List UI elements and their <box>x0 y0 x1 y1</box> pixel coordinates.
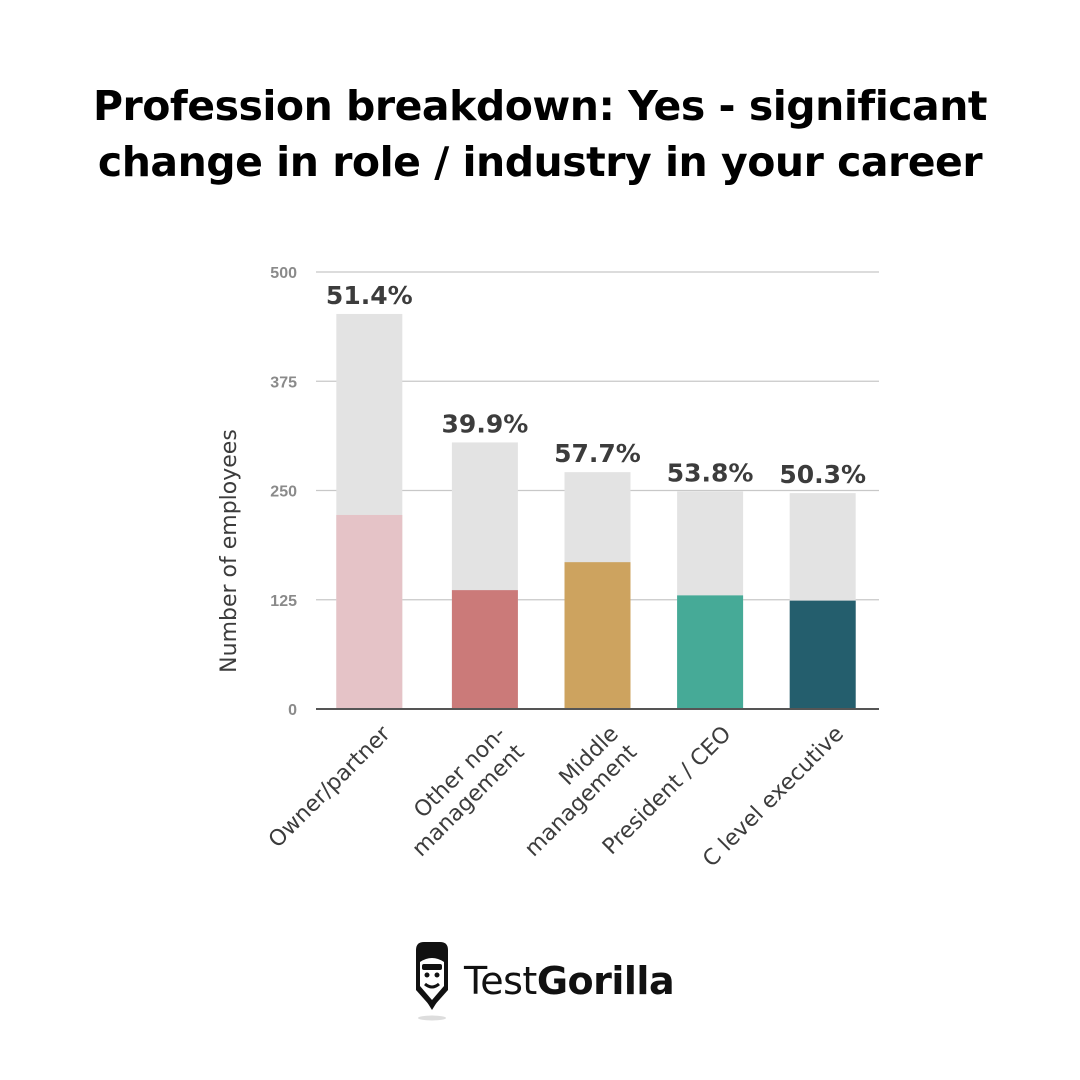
bar-yes <box>336 514 403 709</box>
x-category-label: Other non-management <box>389 721 530 862</box>
y-axis-title: Number of employees <box>217 429 242 673</box>
x-category-label-line: Owner/partner <box>264 721 396 853</box>
y-tick-label: 500 <box>270 265 297 282</box>
y-tick-label: 250 <box>270 484 297 501</box>
logo-wordmark: TestGorilla <box>464 959 675 1003</box>
logo-text-regular: Test <box>464 959 537 1003</box>
logo-text-bold: Gorilla <box>536 959 675 1003</box>
bar-yes <box>789 600 856 709</box>
data-label: 51.4% <box>326 281 413 310</box>
data-label: 57.7% <box>554 439 641 468</box>
testgorilla-logo: TestGorilla <box>410 940 675 1022</box>
gorilla-icon <box>416 942 448 1021</box>
y-tick-label: 375 <box>270 374 297 391</box>
y-tick-label: 0 <box>288 702 297 719</box>
bars <box>336 313 856 709</box>
y-axis-ticks: 0 125 250 375 500 <box>270 265 297 719</box>
page-title-line-2: change in role / industry in your career <box>97 138 983 186</box>
bar-yes <box>677 595 744 709</box>
x-axis-categories: Owner/partner Other non-management Middlem… <box>264 721 849 872</box>
data-label: 39.9% <box>442 409 529 438</box>
x-category-label: Owner/partner <box>264 721 396 853</box>
data-label: 50.3% <box>779 460 866 489</box>
page-title-line-1: Profession breakdown: Yes - significant <box>92 82 988 130</box>
bar-yes <box>451 590 518 709</box>
y-tick-label: 125 <box>270 593 297 610</box>
data-label: 53.8% <box>667 458 754 487</box>
page-title: Profession breakdown: Yes - significant … <box>0 78 1080 190</box>
data-labels: 51.4% 39.9% 57.7% 53.8% 50.3% <box>326 281 866 489</box>
bar-yes <box>564 562 631 709</box>
